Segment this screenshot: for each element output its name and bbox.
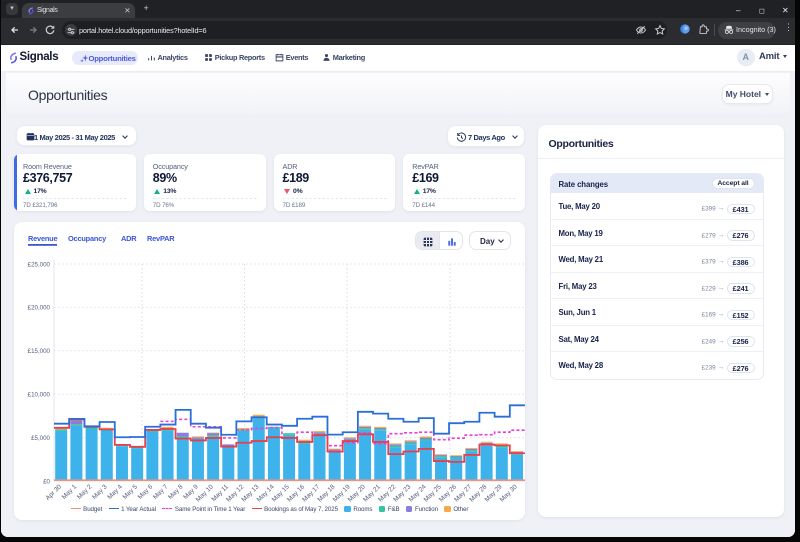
svg-text:May 3: May 3 xyxy=(91,483,109,501)
svg-text:May 6: May 6 xyxy=(137,483,155,501)
svg-text:May 2: May 2 xyxy=(76,483,94,501)
svg-text:May 7: May 7 xyxy=(152,483,170,501)
svg-text:£10,000: £10,000 xyxy=(28,392,51,399)
svg-text:May 1: May 1 xyxy=(61,483,79,501)
svg-text:£0: £0 xyxy=(43,478,50,485)
svg-text:Apr 30: Apr 30 xyxy=(45,483,64,502)
svg-text:£5,000: £5,000 xyxy=(31,435,50,442)
svg-text:May 30: May 30 xyxy=(499,483,519,503)
svg-text:May 5: May 5 xyxy=(122,483,140,501)
svg-text:May 4: May 4 xyxy=(106,483,124,501)
svg-text:May 8: May 8 xyxy=(167,483,185,501)
svg-text:£15,000: £15,000 xyxy=(28,348,51,355)
svg-text:£25,000: £25,000 xyxy=(28,261,51,268)
svg-text:£20,000: £20,000 xyxy=(28,305,51,312)
